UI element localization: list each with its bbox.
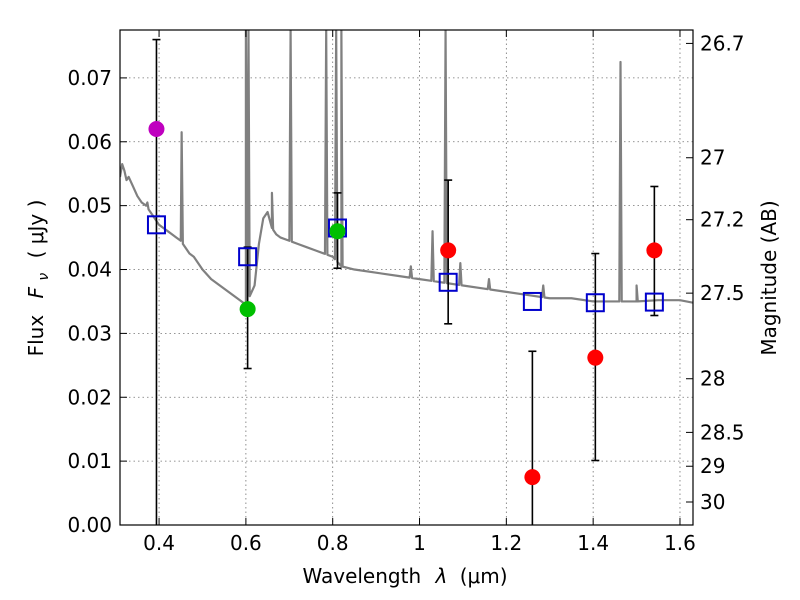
y2-axis-label: Magnitude (AB) xyxy=(757,200,781,355)
spectrum-line xyxy=(120,30,693,306)
y-tick-label: 0.05 xyxy=(67,194,112,218)
x-axis-label: Wavelength λ (μm) xyxy=(302,564,507,588)
model-box-marker xyxy=(522,291,542,311)
y-axis-label-main: Flux xyxy=(24,315,48,357)
model-box-marker xyxy=(585,293,605,313)
y-tick-label: 0.07 xyxy=(67,66,112,90)
x-tick-label: 1 xyxy=(413,531,426,555)
y-axis-label-unit: ( μJy ) xyxy=(24,200,48,259)
photometry-point-green xyxy=(239,301,256,318)
tick-marks xyxy=(120,30,693,526)
photometry-point-red xyxy=(587,349,604,366)
y-tick-label: 0.02 xyxy=(67,385,112,409)
x-tick-label: 0.8 xyxy=(317,531,349,555)
errorbar-layer xyxy=(152,38,659,525)
x-tick-label: 1.2 xyxy=(490,531,522,555)
y2-tick-label: 28 xyxy=(700,367,725,391)
x-axis-label-main: Wavelength xyxy=(302,564,421,588)
x-tick-label: 0.6 xyxy=(230,531,262,555)
y2-tick-label: 29 xyxy=(700,454,725,478)
x-tick-label: 1.6 xyxy=(664,531,696,555)
y2-tick-label: 27.5 xyxy=(700,281,745,305)
x-tick-label: 1.4 xyxy=(577,531,609,555)
y-tick-labels: 0.00 0.01 0.02 0.03 0.04 0.05 0.06 0.07 xyxy=(67,66,112,537)
photometry-point-purple xyxy=(148,121,165,137)
y2-tick-label: 30 xyxy=(700,490,725,514)
plot-frame xyxy=(119,29,694,526)
y-tick-label: 0.00 xyxy=(67,513,112,537)
y-axis-label-symbol: F xyxy=(24,286,48,298)
spectrum-layer xyxy=(120,30,693,306)
y-tick-label: 0.01 xyxy=(67,449,112,473)
y2-tick-label: 28.5 xyxy=(700,420,745,444)
x-tick-label: 0.4 xyxy=(143,531,175,555)
photometry-point-red xyxy=(440,242,457,259)
y-tick-label: 0.04 xyxy=(67,258,112,282)
x-axis-label-unit: (μm) xyxy=(460,564,508,588)
model-box-marker xyxy=(644,292,664,312)
model-box-marker xyxy=(238,247,258,267)
photometry-point-green xyxy=(329,223,346,240)
x-axis-label-symbol: λ xyxy=(435,564,448,588)
photometry-point-red xyxy=(524,469,541,486)
y2-tick-label: 26.7 xyxy=(700,31,745,55)
y-tick-label: 0.06 xyxy=(67,130,112,154)
y-axis-label: Flux F ν ( μJy ) xyxy=(24,200,53,357)
photometry-point-red xyxy=(646,242,663,259)
model-box-marker xyxy=(438,272,458,292)
model-box-layer xyxy=(146,215,664,313)
y-tick-label: 0.03 xyxy=(67,321,112,345)
y2-tick-label: 27 xyxy=(700,146,725,170)
y2-tick-label: 27.2 xyxy=(700,208,745,232)
model-box-marker xyxy=(146,215,166,235)
photometry-point-layer xyxy=(148,121,663,486)
x-tick-labels: 0.4 0.6 0.8 1 1.2 1.4 1.6 xyxy=(143,531,696,555)
y2-tick-labels: 26.7 27 27.2 27.5 28 28.5 29 30 xyxy=(700,31,745,514)
y-axis-label-subscript: ν xyxy=(36,273,52,281)
